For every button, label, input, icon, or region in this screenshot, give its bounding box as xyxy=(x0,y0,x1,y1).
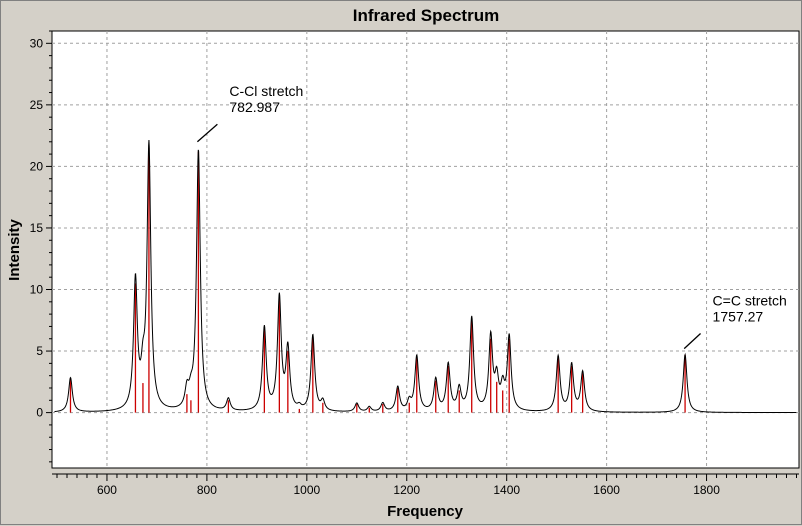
x-tick-label: 1200 xyxy=(393,483,420,497)
annotation-label: C-Cl stretch xyxy=(229,83,303,99)
x-tick-label: 1400 xyxy=(493,483,520,497)
x-tick-label: 1000 xyxy=(293,483,320,497)
y-tick-label: 0 xyxy=(36,406,43,420)
y-tick-label: 15 xyxy=(30,221,44,235)
mode-sticks xyxy=(69,147,686,413)
y-ticks: 0 5 10 15 20 25 30 xyxy=(30,30,52,463)
y-axis-label: Intensity xyxy=(6,219,23,281)
plot-area xyxy=(51,30,800,469)
annotation-value: 1757.27 xyxy=(713,309,764,325)
y-tick-label: 20 xyxy=(30,159,44,173)
grid xyxy=(52,31,799,468)
x-tick-label: 1600 xyxy=(593,483,620,497)
x-tick-label: 1800 xyxy=(693,483,720,497)
y-tick-label: 10 xyxy=(30,283,44,297)
x-tick-label: 600 xyxy=(97,483,117,497)
annotation-leader xyxy=(683,333,701,350)
annotation-label: C=C stretch xyxy=(713,293,787,309)
annotation-leader xyxy=(196,123,218,143)
x-ticks: 600 800 1000 1200 1400 1600 1800 xyxy=(56,474,798,497)
x-tick-label: 800 xyxy=(197,483,217,497)
spectrum-line xyxy=(54,139,797,414)
y-tick-label: 5 xyxy=(36,344,43,358)
y-tick-label: 30 xyxy=(30,36,44,50)
chart-title: Infrared Spectrum xyxy=(353,6,499,25)
y-tick-label: 25 xyxy=(30,98,44,112)
x-axis-label: Frequency xyxy=(387,503,464,520)
annotation-value: 782.987 xyxy=(229,99,280,115)
